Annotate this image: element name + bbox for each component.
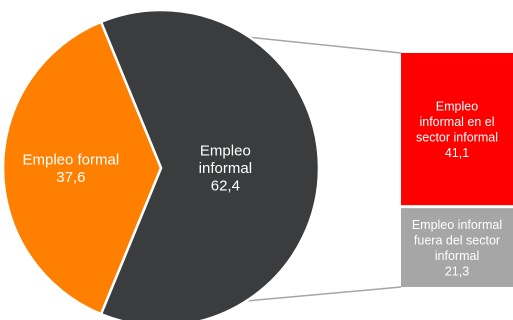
bar-segment-empleo-informal-en-el-sector-informal	[401, 53, 513, 206]
slice-label-empleo-informal: Empleo informal 62,4	[199, 143, 252, 195]
bar-segment-label-empleo-informal-fuera-del-sector-informal: Empleo informal fuera del sector informal 2…	[412, 218, 502, 278]
bar-segment-empleo-informal-fuera-del-sector-informal	[401, 208, 513, 287]
pie-slice-empleo-informal	[99, 8, 321, 320]
data-labels: Empleo informal 62,4 Empleo formal 37,6	[22, 143, 252, 195]
breakdown-bar: Empleo informal en el sector informal 41,1 E…	[401, 53, 513, 287]
pie-slice-empleo-formal	[1, 20, 163, 316]
pie-slices	[1, 8, 321, 320]
bar-segment-label-empleo-informal-en-el-sector-informal: Empleo informal en el sector informal 41,1	[416, 99, 498, 160]
slice-label-empleo-formal: Empleo formal 37,6	[22, 151, 119, 186]
